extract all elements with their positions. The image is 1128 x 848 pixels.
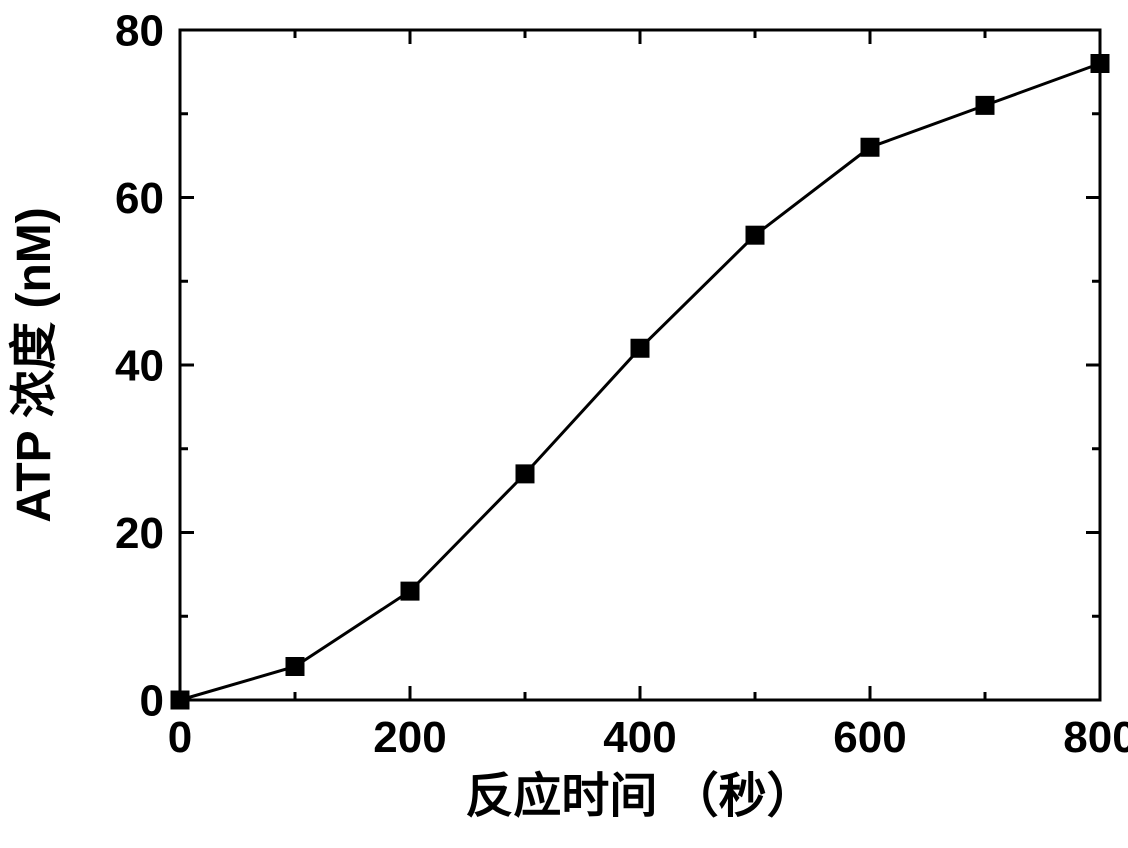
y-tick-label: 0 xyxy=(140,676,164,725)
x-tick-label: 0 xyxy=(168,713,192,762)
y-tick-label: 20 xyxy=(115,509,164,558)
series-marker xyxy=(401,582,419,600)
x-tick-label: 400 xyxy=(603,713,676,762)
series-marker xyxy=(861,138,879,156)
y-tick-label: 80 xyxy=(115,6,164,55)
chart-container: 0 200 400 600 800 0 20 40 60 80 反应时间 （秒） ATP 浓度 (nM… xyxy=(0,0,1128,848)
series-marker xyxy=(286,658,304,676)
series-marker xyxy=(1091,55,1109,73)
x-tick-label: 200 xyxy=(373,713,446,762)
y-tick-label: 40 xyxy=(115,341,164,390)
series-marker xyxy=(516,465,534,483)
series-marker xyxy=(746,226,764,244)
series-marker xyxy=(631,339,649,357)
series-marker xyxy=(171,691,189,709)
chart-svg: 0 200 400 600 800 0 20 40 60 80 反应时间 （秒） ATP 浓度 (nM… xyxy=(0,0,1128,848)
x-axis-label: 反应时间 （秒） xyxy=(465,770,814,823)
x-tick-label: 800 xyxy=(1063,713,1128,762)
y-tick-label: 60 xyxy=(115,174,164,223)
series-marker xyxy=(976,96,994,114)
x-tick-label: 600 xyxy=(833,713,906,762)
y-axis-label: ATP 浓度 (nM) xyxy=(8,207,61,523)
